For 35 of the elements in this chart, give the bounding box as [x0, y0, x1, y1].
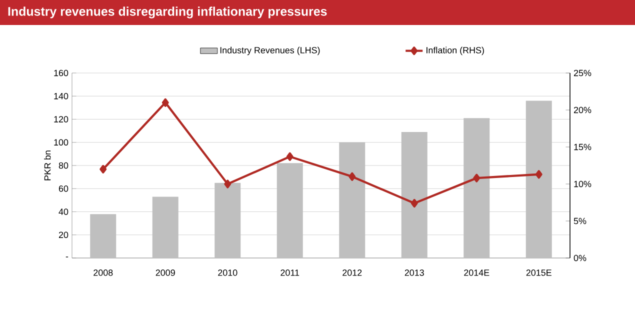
y-tick-label: 120 — [54, 116, 68, 122]
y2-tick-label: 15% — [574, 144, 592, 150]
y-tick-label: 140 — [54, 92, 68, 100]
point — [100, 164, 107, 174]
x-tick-label: 2014E — [464, 270, 490, 276]
y2-tick-label: 10% — [574, 180, 592, 188]
y-axis-title: PKR bn — [44, 150, 51, 180]
point — [162, 98, 169, 107]
x-tick-label: 2008 — [94, 270, 113, 276]
point — [224, 180, 232, 188]
x-tick-label: 2009 — [156, 270, 175, 276]
y-tick-label: 80 — [58, 162, 68, 169]
legend-label: Industry Revenues (LHS) — [220, 46, 320, 56]
y2-tick-label: 25% — [574, 70, 592, 76]
y-tick-label: 160 — [54, 70, 68, 76]
y-tick-label: 100 — [54, 139, 68, 146]
point — [410, 198, 418, 208]
point — [535, 170, 542, 179]
x-tick-label: 2013 — [404, 270, 424, 276]
y-tick-label: 40 — [58, 208, 68, 215]
legend-label: Inflation (RHS) — [426, 46, 484, 56]
y2-tick-label: 5% — [574, 218, 586, 224]
y2-tick-label: 20% — [574, 106, 592, 114]
x-tick-label: 2010 — [218, 270, 238, 276]
point — [473, 174, 480, 182]
x-tick-label: 2015E — [526, 270, 552, 276]
x-tick-label: 2012 — [342, 270, 362, 276]
point — [348, 172, 356, 181]
point — [286, 152, 294, 161]
y2-tick-label: 0% — [574, 254, 586, 262]
y-tick-label: - — [66, 256, 68, 258]
chart-title: Industry revenues disregarding inflationary pressures — [8, 6, 327, 18]
y-tick-label: 60 — [58, 185, 68, 192]
x-tick-label: 2011 — [280, 270, 300, 276]
y-tick-label: 20 — [58, 232, 68, 238]
